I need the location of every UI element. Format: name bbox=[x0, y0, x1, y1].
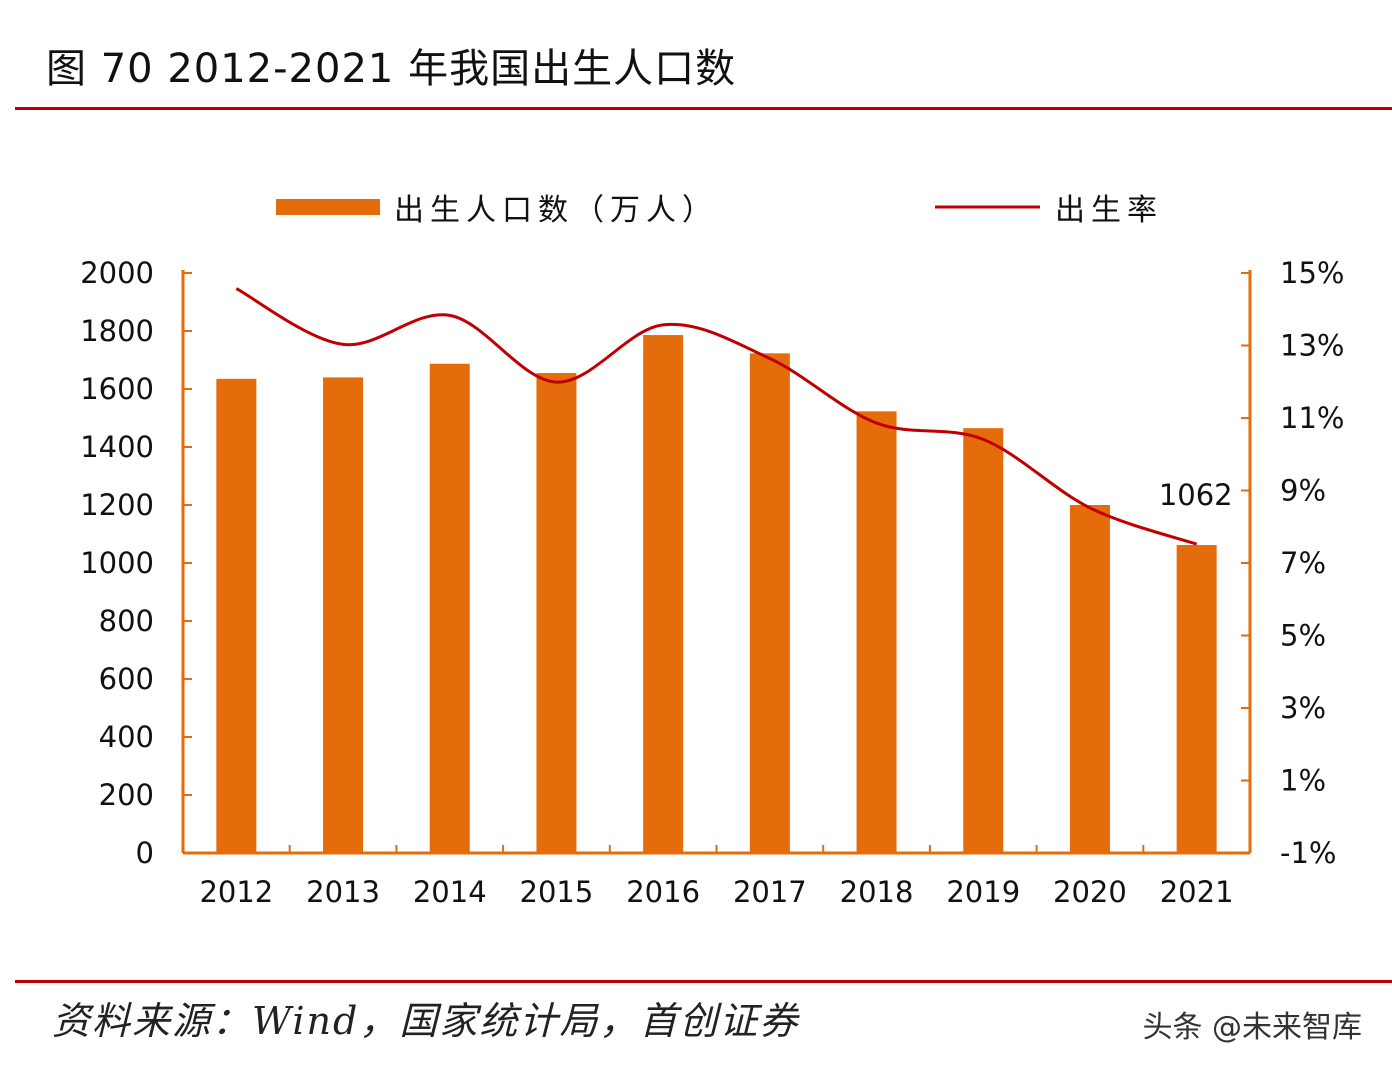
source-note: 资料来源：Wind，国家统计局，首创证券 bbox=[52, 999, 800, 1043]
birth-rate-line bbox=[235, 287, 1198, 546]
watermark: 头条 @未来智库 bbox=[1142, 1010, 1362, 1045]
bar-2017 bbox=[749, 353, 790, 853]
legend-line-label: 出生率 bbox=[1055, 193, 1163, 228]
left-tick-label: 1200 bbox=[80, 488, 154, 522]
left-tick-label: 0 bbox=[136, 836, 154, 870]
bar-2012 bbox=[216, 378, 257, 853]
right-tick-label: -1% bbox=[1280, 836, 1336, 870]
right-tick-label: 7% bbox=[1280, 546, 1326, 580]
bar-2015 bbox=[536, 373, 577, 853]
legend-bar-label: 出生人口数（万人） bbox=[394, 193, 718, 228]
x-tick-label: 2021 bbox=[1160, 875, 1234, 909]
left-tick-label: 200 bbox=[99, 778, 154, 812]
left-tick-label: 1000 bbox=[80, 546, 154, 580]
right-tick-label: 11% bbox=[1280, 401, 1344, 435]
left-tick-label: 2000 bbox=[80, 256, 154, 290]
bar-2019 bbox=[963, 428, 1004, 853]
x-tick-label: 2018 bbox=[840, 875, 914, 909]
figure-title: 图 70 2012-2021 年我国出生人口数 bbox=[46, 46, 737, 92]
x-tick-label: 2013 bbox=[306, 875, 380, 909]
x-tick-label: 2019 bbox=[946, 875, 1020, 909]
left-tick-label: 1800 bbox=[80, 314, 154, 348]
right-tick-label: 9% bbox=[1280, 474, 1326, 508]
x-tick-label: 2020 bbox=[1053, 875, 1127, 909]
left-tick-label: 1400 bbox=[80, 430, 154, 464]
left-tick-label: 400 bbox=[99, 720, 154, 754]
bar-2014 bbox=[429, 363, 470, 853]
legend-bar-swatch bbox=[276, 199, 380, 215]
x-tick-label: 2012 bbox=[199, 875, 273, 909]
x-tick-label: 2016 bbox=[626, 875, 700, 909]
bar-2021 bbox=[1176, 545, 1217, 853]
x-tick-label: 2015 bbox=[520, 875, 594, 909]
right-tick-label: 15% bbox=[1280, 256, 1344, 290]
right-tick-label: 3% bbox=[1280, 691, 1326, 725]
x-tick-label: 2014 bbox=[413, 875, 487, 909]
right-tick-label: 5% bbox=[1280, 619, 1326, 653]
right-tick-label: 1% bbox=[1280, 764, 1326, 798]
left-tick-label: 600 bbox=[99, 662, 154, 696]
x-tick-label: 2017 bbox=[733, 875, 807, 909]
legend: 出生人口数（万人） 出生率 bbox=[276, 193, 1163, 228]
right-tick-label: 13% bbox=[1280, 329, 1344, 363]
footer-rule bbox=[15, 980, 1392, 983]
bar-2020 bbox=[1069, 505, 1110, 853]
title-rule bbox=[15, 107, 1392, 110]
bar-2016 bbox=[643, 335, 684, 853]
bar-2018 bbox=[856, 411, 897, 853]
data-label-2021: 1062 bbox=[1159, 478, 1233, 512]
left-tick-label: 1600 bbox=[80, 372, 154, 406]
bar-2013 bbox=[323, 377, 364, 853]
left-tick-label: 800 bbox=[99, 604, 154, 638]
